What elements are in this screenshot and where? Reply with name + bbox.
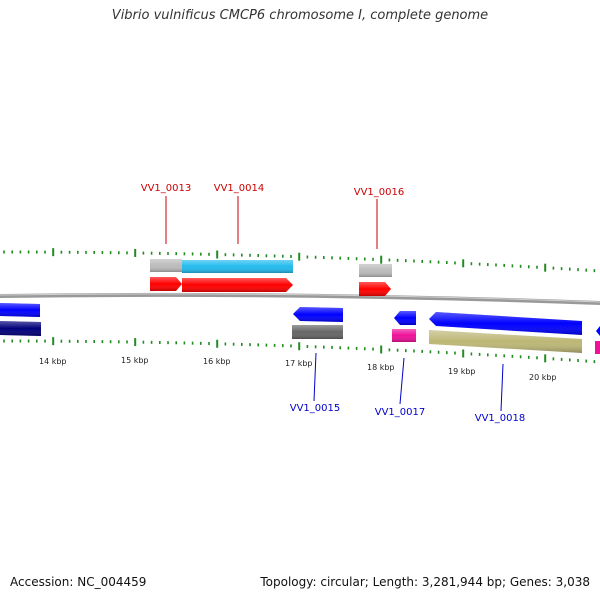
tick-label-20kbp: 20 kbp <box>529 373 557 382</box>
gene-labels: VV1_0013 VV1_0014 VV1_0016 VV1_0015 VV1_… <box>141 183 526 424</box>
map-title: Vibrio vulnificus CMCP6 chromosome I, co… <box>111 8 489 23</box>
gene-label-vv1-0017[interactable]: VV1_0017 <box>375 407 426 418</box>
genome-backbone <box>0 292 600 305</box>
tick-label-19kbp: 19 kbp <box>448 367 476 376</box>
tick-label-15kbp: 15 kbp <box>121 356 149 365</box>
label-leaders <box>165 196 504 412</box>
tick-labels: 14 kbp 15 kbp 16 kbp 17 kbp 18 kbp 19 kb… <box>39 356 557 382</box>
top-cds-row <box>150 259 392 277</box>
bottom-cds-row <box>0 321 600 354</box>
accession-text: Accession: NC_004459 <box>10 575 147 589</box>
genome-summary-text: Topology: circular; Length: 3,281,944 bp… <box>260 575 590 589</box>
tick-label-16kbp: 16 kbp <box>203 357 231 366</box>
bottom-gene-row <box>0 303 600 336</box>
gene-arrow-right-edge[interactable] <box>596 326 600 336</box>
gene-label-vv1-0015[interactable]: VV1_0015 <box>290 403 341 414</box>
cds-feature-right-edge[interactable] <box>595 341 600 354</box>
gene-label-vv1-0016[interactable]: VV1_0016 <box>354 187 405 198</box>
gene-label-vv1-0014[interactable]: VV1_0014 <box>214 183 265 194</box>
bottom-tick-ring <box>3 337 596 364</box>
top-gene-row <box>150 277 391 296</box>
tick-label-14kbp: 14 kbp <box>39 357 67 366</box>
top-tick-ring <box>3 248 596 273</box>
tick-label-18kbp: 18 kbp <box>367 363 395 372</box>
gene-label-vv1-0013[interactable]: VV1_0013 <box>141 183 192 194</box>
tick-label-17kbp: 17 kbp <box>285 359 313 368</box>
gene-label-vv1-0018[interactable]: VV1_0018 <box>475 413 526 424</box>
